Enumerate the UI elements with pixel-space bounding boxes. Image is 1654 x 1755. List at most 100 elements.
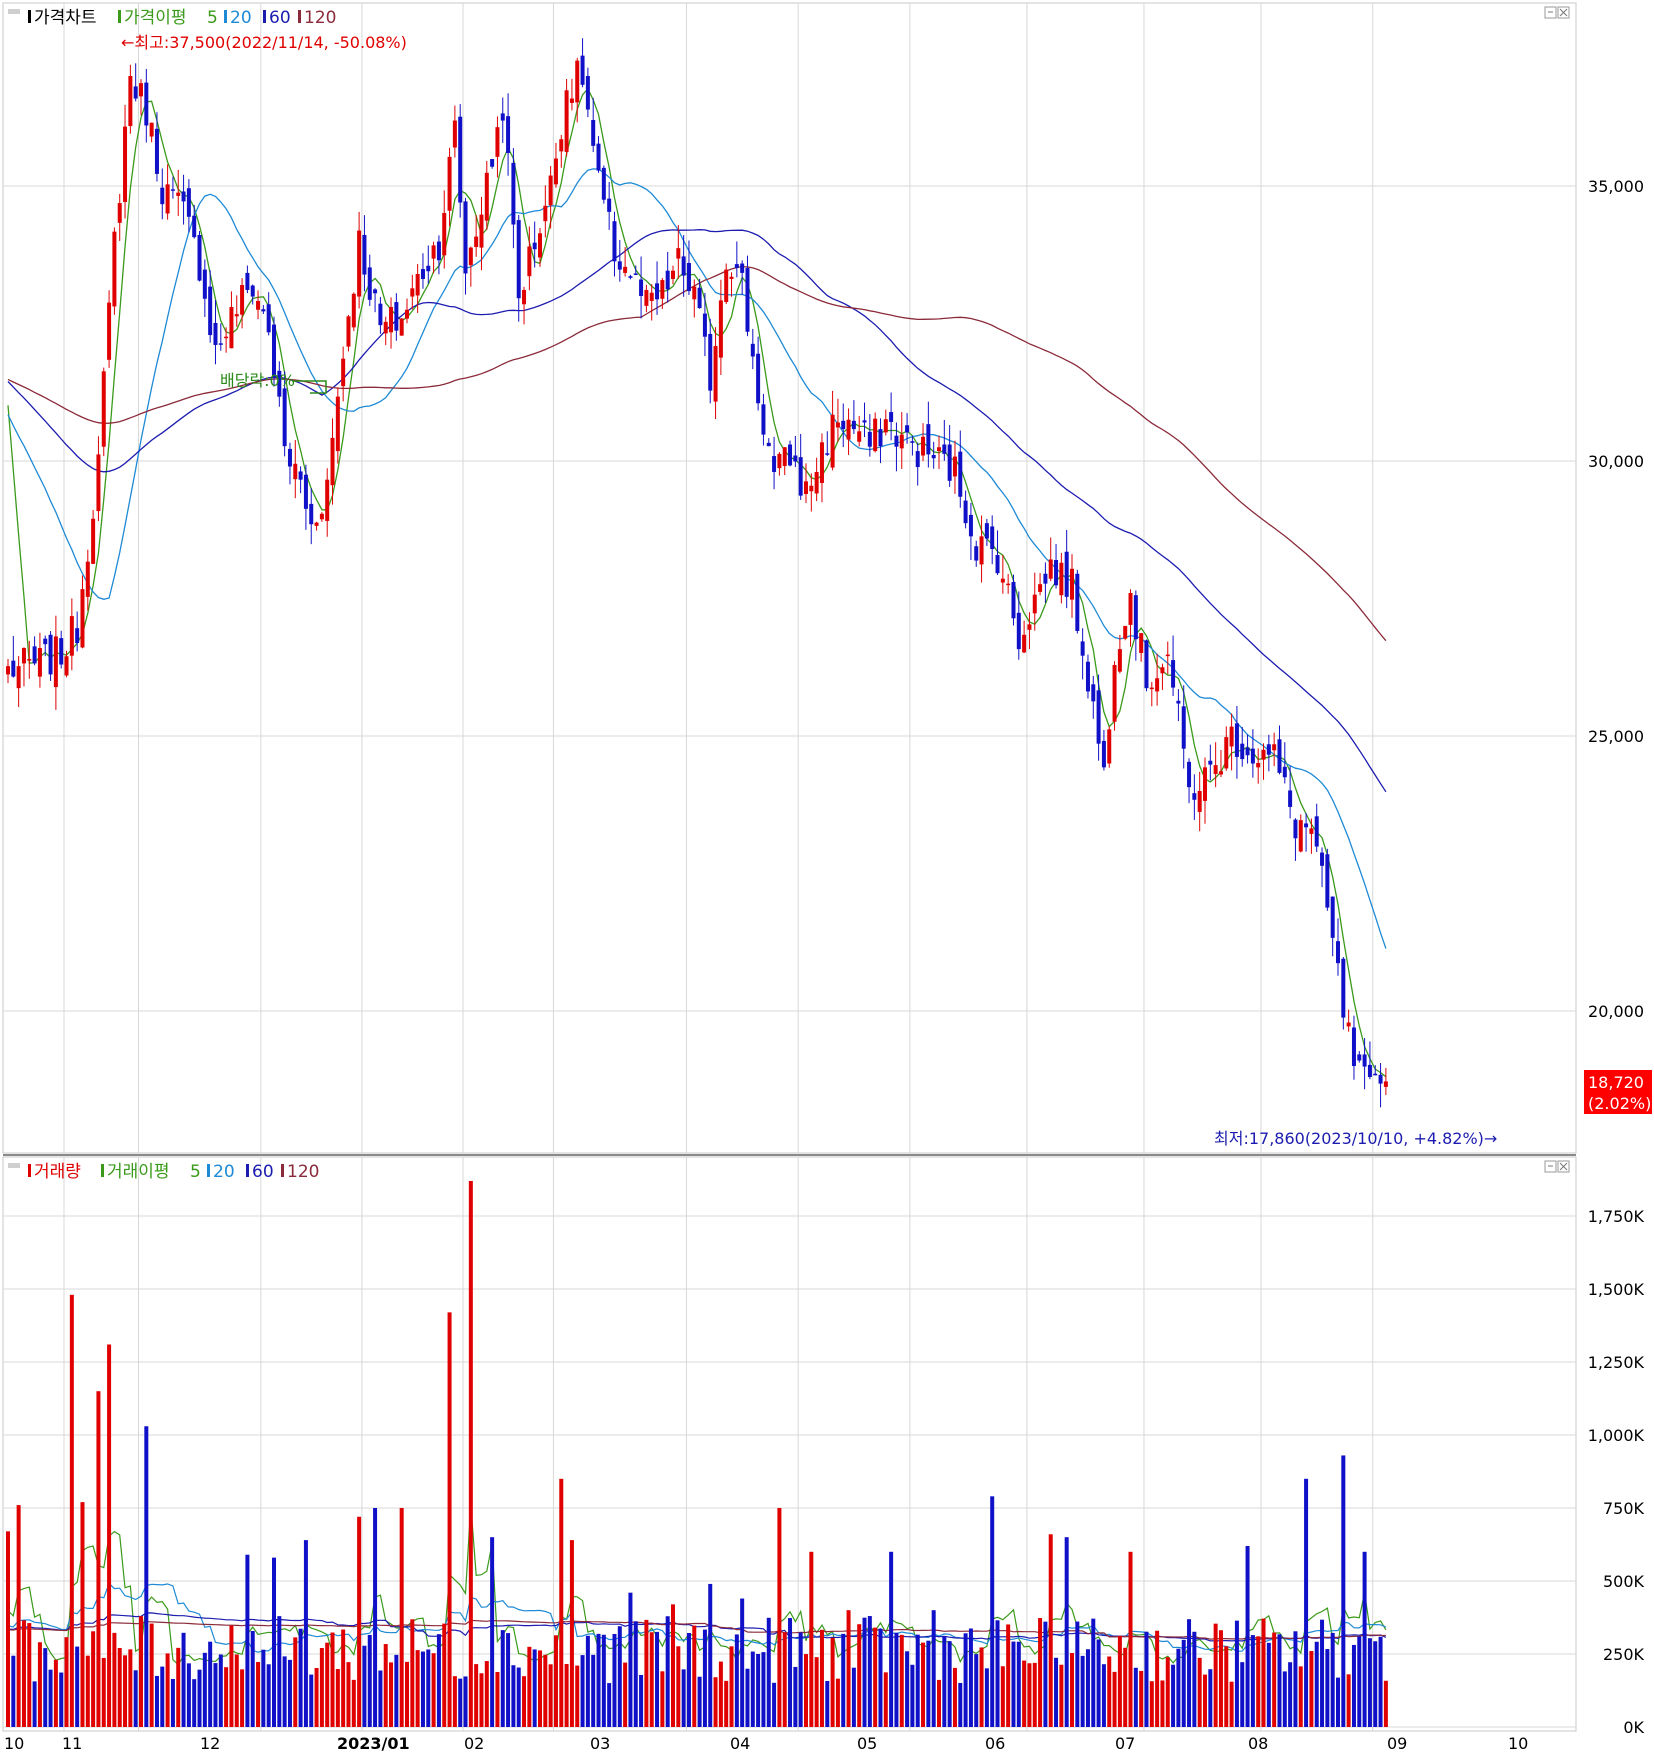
high-price-annotation: ←최고:37,500(2022/11/14, -50.08%) (121, 33, 407, 52)
candle-body (43, 638, 48, 645)
volume-bars (6, 1180, 1388, 1727)
volume-bar (1011, 1641, 1016, 1727)
volume-bar (468, 1180, 473, 1727)
volume-bar (458, 1678, 463, 1727)
candle-body (1176, 700, 1181, 704)
volume-bar (107, 1344, 112, 1727)
volume-bar (990, 1496, 995, 1727)
candle-body (16, 666, 21, 689)
candle-body (27, 659, 32, 661)
candle-body (681, 256, 686, 276)
current-price-value: 18,720 (1588, 1073, 1644, 1092)
volume-tick-label: 1,500K (1588, 1280, 1645, 1299)
candle-body (410, 288, 415, 297)
volume-bar (234, 1654, 239, 1727)
volume-bar (740, 1598, 745, 1727)
volume-bar (490, 1537, 495, 1727)
candle-body (1011, 582, 1016, 619)
volume-bar (213, 1663, 218, 1727)
volume-bar (628, 1592, 633, 1727)
volume-bar (841, 1633, 846, 1727)
candle-body (777, 453, 782, 469)
volume-ma-label: 거래이평 (107, 1162, 170, 1182)
candle-body (1272, 744, 1277, 751)
volume-bar (511, 1665, 516, 1727)
volume-bar (835, 1678, 840, 1727)
volume-bar (639, 1674, 644, 1727)
candle-body (1336, 941, 1340, 964)
volume-bar (224, 1667, 229, 1727)
grid-lines (3, 3, 1576, 1731)
minimize-icon[interactable] (1544, 1160, 1557, 1173)
panel-handle-icon[interactable] (8, 9, 20, 14)
panel-handle-icon[interactable] (8, 1163, 20, 1168)
candle-body (835, 422, 840, 428)
candle-body (1160, 667, 1165, 674)
candle-body (123, 126, 128, 202)
volume-bar (1022, 1660, 1027, 1727)
candle-body (1293, 819, 1298, 839)
candle-body (830, 414, 835, 468)
candle-body (458, 116, 463, 203)
candle-body (697, 287, 702, 309)
candle-body (64, 656, 69, 676)
volume-bar (123, 1655, 128, 1727)
close-icon[interactable] (1557, 6, 1570, 19)
volume-bar (878, 1628, 883, 1727)
candle-body (915, 451, 920, 468)
candle-body (899, 434, 904, 449)
volume-bar (814, 1657, 819, 1727)
candle-body (793, 455, 798, 462)
volume-tick-label: 1,250K (1588, 1353, 1645, 1372)
candle-body (1341, 958, 1346, 1018)
minimize-icon[interactable] (1544, 6, 1557, 19)
price-ma20-line (7, 168, 1387, 949)
volume-bar (1107, 1656, 1112, 1727)
candle-body (1149, 687, 1154, 690)
candle-body (287, 448, 292, 467)
volume-bar (516, 1667, 521, 1727)
candle-body (128, 76, 133, 127)
candle-body (1325, 854, 1330, 908)
candle-body (319, 513, 324, 520)
date-axis-label: 10 (1508, 1734, 1528, 1753)
candle-body (1383, 1081, 1388, 1087)
volume-bar (564, 1664, 569, 1727)
candle-body (1373, 1073, 1378, 1076)
candle-body (500, 113, 505, 121)
close-icon[interactable] (1557, 1160, 1570, 1173)
candle-body (952, 456, 957, 477)
volume-tick-label: 500K (1603, 1572, 1645, 1591)
candle-body (798, 457, 803, 496)
candle-body (676, 248, 681, 259)
candle-body (937, 447, 941, 452)
volume-bar (208, 1641, 213, 1727)
candle-body (1054, 560, 1059, 586)
candle-body (883, 419, 888, 433)
volume-bar (1075, 1621, 1080, 1727)
volume-bar (591, 1654, 596, 1727)
candle-body (133, 86, 138, 99)
volume-bar (139, 1616, 143, 1727)
volume-bar (96, 1391, 101, 1727)
volume-bar (319, 1648, 324, 1727)
candle-body (846, 419, 851, 440)
volume-bar (37, 1642, 42, 1727)
volume-bar (862, 1617, 867, 1727)
volume-bar (1298, 1666, 1303, 1727)
volume-bar (250, 1631, 255, 1727)
candle-body (357, 230, 362, 297)
candle-body (431, 245, 436, 259)
candle-body (479, 214, 484, 248)
volume-bar (1320, 1619, 1325, 1727)
volume-bar (399, 1508, 404, 1727)
candle-body (447, 156, 452, 211)
candle-body (48, 634, 53, 675)
volume-bar (452, 1676, 457, 1727)
volume-bar (788, 1618, 793, 1727)
volume-bar (575, 1665, 580, 1727)
candle-body (921, 436, 926, 456)
date-axis-label: 02 (464, 1734, 484, 1753)
candle-body (330, 437, 335, 486)
date-axis-label: 10 (4, 1734, 24, 1753)
